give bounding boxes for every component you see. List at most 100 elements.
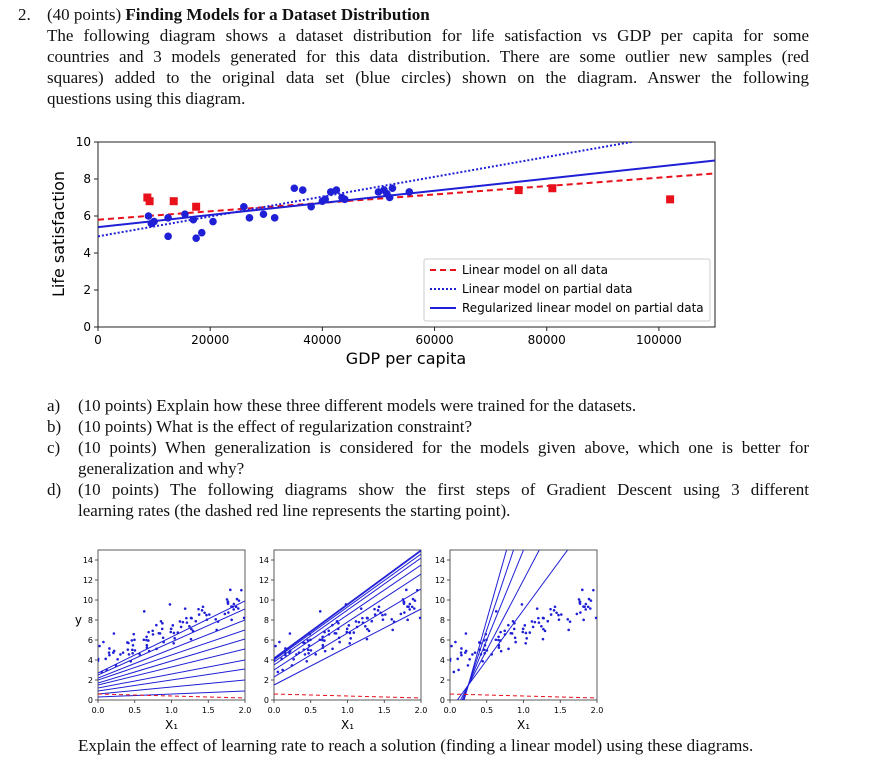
gd-data-point bbox=[185, 621, 189, 624]
gd-x-tick-label: 0.0 bbox=[92, 706, 105, 715]
gd-data-point bbox=[197, 613, 201, 616]
gd-data-point bbox=[104, 657, 107, 661]
gd-data-point bbox=[460, 647, 463, 650]
gd-data-point bbox=[232, 608, 236, 611]
gd-data-point bbox=[309, 649, 313, 652]
gd-data-point bbox=[194, 619, 198, 623]
gd-data-point bbox=[240, 588, 243, 592]
gd-data-point bbox=[546, 619, 550, 623]
gd-data-point bbox=[373, 613, 377, 616]
data-point bbox=[181, 210, 189, 218]
x-tick-label: 80000 bbox=[528, 333, 566, 347]
question-heading: 2. (40 points) Finding Models for a Datas… bbox=[18, 4, 430, 25]
gd-x-axis-label: X₁ bbox=[341, 718, 354, 732]
gd-data-point bbox=[460, 653, 463, 657]
question-title: Finding Models for a Dataset Distributio… bbox=[125, 5, 430, 24]
gd-data-point bbox=[172, 631, 176, 635]
life-satisfaction-chart: 0 20000 40000 60000 80000 100000 0 2 4 6 8 10 GDP … bbox=[49, 135, 716, 368]
gd-data-point bbox=[557, 613, 560, 617]
gd-data-point bbox=[525, 637, 528, 640]
data-point bbox=[332, 186, 341, 194]
gd-y-tick-label: 8 bbox=[88, 616, 93, 625]
gd-data-point bbox=[578, 600, 582, 604]
data-point bbox=[197, 228, 206, 237]
gd-data-point bbox=[535, 607, 539, 610]
gd-data-point bbox=[130, 639, 134, 642]
gd-step-line bbox=[274, 608, 421, 686]
gd-data-point bbox=[581, 588, 584, 592]
x-axis-label: GDP per capita bbox=[346, 349, 466, 368]
gd-data-point bbox=[589, 599, 593, 602]
gd-step-line bbox=[98, 690, 245, 698]
gd-step-line bbox=[98, 679, 245, 695]
gd-data-point bbox=[557, 618, 561, 621]
gd-data-point bbox=[450, 657, 452, 661]
gd-plot-area bbox=[97, 549, 246, 701]
gd-data-point bbox=[373, 607, 376, 611]
gd-data-point bbox=[454, 640, 457, 644]
gd-data-point bbox=[327, 629, 331, 633]
sub-question-d: d) (10 points) The following diagrams sh… bbox=[47, 479, 809, 521]
gd-y-tick-label: 0 bbox=[264, 696, 269, 705]
gd-x-tick-label: 1.0 bbox=[341, 706, 354, 715]
gd-x-tick-label: 2.0 bbox=[239, 706, 252, 715]
gd-data-point bbox=[584, 608, 588, 611]
data-point bbox=[164, 232, 172, 241]
gd-data-point bbox=[236, 607, 240, 610]
y-tick-label: 4 bbox=[83, 246, 91, 260]
gd-x-tick-label: 1.0 bbox=[517, 706, 530, 715]
data-point bbox=[189, 215, 198, 224]
intro-line: The following diagram shows a dataset di… bbox=[47, 26, 809, 45]
gd-data-point bbox=[107, 651, 111, 654]
gd-data-point bbox=[376, 609, 380, 612]
gd-data-point bbox=[531, 625, 535, 629]
part-label: c) bbox=[47, 438, 61, 457]
gd-data-point bbox=[457, 668, 460, 672]
gd-data-point bbox=[366, 627, 369, 631]
gd-data-point bbox=[223, 612, 227, 616]
gd-data-point bbox=[583, 605, 586, 609]
gd-step-line bbox=[274, 557, 421, 663]
gd-data-point bbox=[592, 588, 595, 592]
gd-data-point bbox=[337, 622, 340, 625]
gd-data-point bbox=[159, 620, 163, 623]
gd-data-point bbox=[450, 659, 452, 663]
gd-data-point bbox=[370, 619, 374, 623]
gd-data-point bbox=[203, 611, 206, 615]
gd-data-point bbox=[499, 630, 502, 634]
data-point bbox=[245, 214, 254, 222]
gd-data-point bbox=[189, 616, 193, 620]
gd-data-point bbox=[541, 637, 545, 641]
legend-entry: Linear model on all data bbox=[462, 263, 608, 277]
gd-data-point bbox=[345, 627, 349, 631]
gd-data-point bbox=[407, 605, 410, 609]
gd-y-tick-label: 10 bbox=[435, 596, 445, 605]
gd-data-point bbox=[147, 630, 150, 634]
outlier-point bbox=[192, 202, 201, 211]
data-point bbox=[388, 184, 397, 193]
gd-data-point bbox=[142, 610, 146, 613]
gd-data-point bbox=[412, 607, 416, 610]
gd-data-point bbox=[513, 636, 517, 640]
question-number: 2. bbox=[18, 5, 31, 24]
x-tick-label: 60000 bbox=[415, 333, 453, 347]
gd-x-tick-label: 1.5 bbox=[202, 706, 215, 715]
gd-step-line bbox=[98, 608, 245, 676]
gd-data-point bbox=[541, 616, 545, 620]
gd-step-line bbox=[98, 629, 245, 681]
gd-step-line bbox=[462, 550, 515, 700]
gd-y-tick-label: 8 bbox=[440, 616, 445, 625]
gd-data-point bbox=[377, 605, 381, 609]
gd-y-tick-label: 4 bbox=[88, 656, 93, 665]
part-label: a) bbox=[47, 396, 61, 415]
gd-data-point bbox=[588, 607, 592, 610]
gd-data-point bbox=[323, 639, 326, 642]
gd-y-tick-label: 14 bbox=[435, 556, 445, 565]
gd-data-point bbox=[321, 643, 325, 647]
gd-data-point bbox=[133, 649, 137, 652]
gd-data-point bbox=[318, 610, 322, 613]
gd-data-point bbox=[314, 653, 317, 656]
gd-data-point bbox=[594, 616, 597, 620]
gd-data-point bbox=[288, 632, 292, 635]
gd-data-point bbox=[577, 598, 581, 601]
